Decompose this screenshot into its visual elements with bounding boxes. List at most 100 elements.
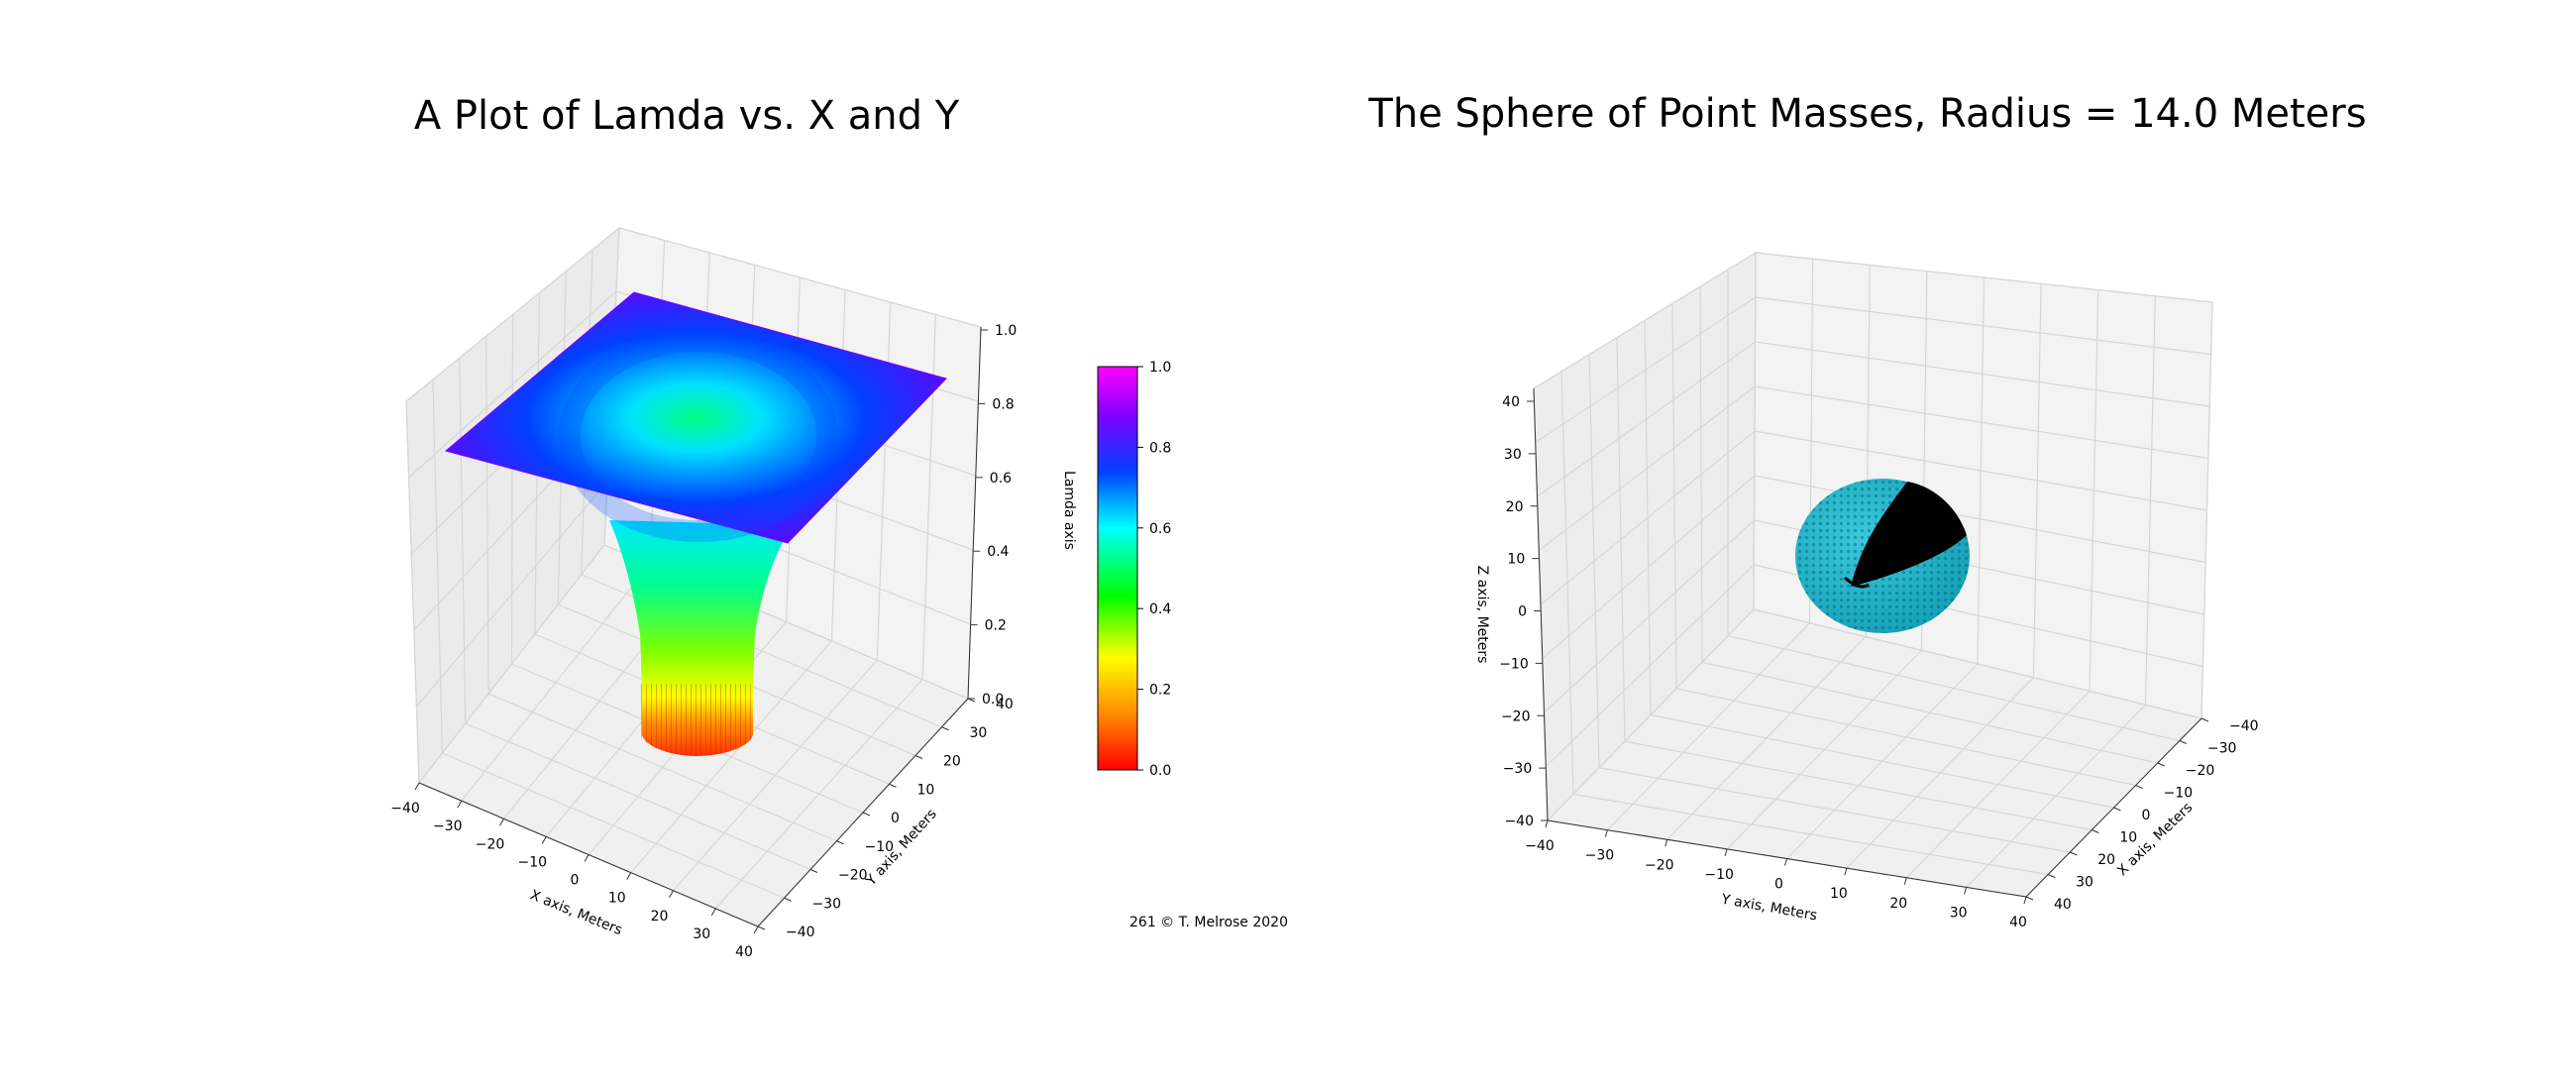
right-y-axis-line	[1547, 819, 2027, 898]
grid-line	[1538, 385, 1756, 551]
y-tick-mark	[914, 755, 923, 759]
right-z-ticks: −40 −30 −20 −10 0 10 20 30 40	[1499, 394, 1548, 829]
y-tick-mark	[941, 726, 949, 731]
x-tick-label: −20	[2186, 763, 2215, 779]
grid-line	[1544, 519, 1755, 713]
grid-line	[432, 380, 443, 754]
lamda-surface	[444, 291, 947, 756]
z-tick-label: 0.8	[992, 396, 1014, 412]
y-tick-label: 10	[1830, 886, 1848, 902]
y-tick-label: −40	[786, 925, 815, 940]
footer-note: 261 © T. Melrose 2020	[1129, 915, 1288, 930]
y-tick-mark	[1545, 819, 1549, 828]
y-tick-label: 10	[917, 782, 935, 798]
x-tick-mark	[710, 908, 716, 917]
surface-tube-stripes	[640, 684, 753, 756]
sphere-cutaway	[1851, 482, 1967, 587]
grid-line	[1754, 430, 2207, 511]
grid-line	[1701, 661, 2158, 764]
x-tick-label: −30	[433, 818, 463, 834]
grid-line	[1572, 793, 2049, 876]
grid-line	[1675, 688, 2136, 787]
x-tick-label: 20	[651, 909, 669, 925]
y-tick-label: −20	[838, 868, 868, 884]
grid-line	[1727, 635, 2181, 742]
x-tick-mark	[2157, 762, 2165, 767]
y-tick-label: 30	[1950, 905, 1968, 921]
x-tick-label: −10	[2164, 786, 2194, 802]
z-tick-label: 1.0	[995, 323, 1017, 339]
grid-line	[418, 544, 605, 784]
x-tick-label: −40	[2229, 718, 2259, 734]
grid-line	[415, 481, 608, 708]
left-z-axis-line	[967, 326, 982, 700]
x-tick-label: 40	[735, 944, 753, 960]
z-tick-label: −20	[1501, 708, 1531, 724]
colorbar-bar	[1097, 366, 1138, 771]
grid-line	[510, 314, 514, 665]
grid-line	[1755, 252, 2213, 303]
y-tick-label: 0	[891, 811, 900, 826]
right-z-axis-line	[1533, 387, 1549, 821]
y-tick-label: 20	[943, 754, 961, 770]
y-tick-mark	[1784, 858, 1787, 866]
y-tick-mark	[809, 869, 818, 873]
x-tick-mark	[2025, 896, 2034, 901]
z-tick-label: −40	[1504, 814, 1534, 829]
y-tick-mark	[2023, 896, 2027, 905]
x-tick-label: −10	[517, 854, 547, 870]
x-tick-mark	[669, 890, 674, 898]
x-tick-label: 0	[2142, 808, 2151, 823]
y-tick-label: 30	[970, 725, 988, 741]
z-tick-label: 0	[1518, 604, 1527, 620]
x-tick-label: −20	[476, 836, 505, 852]
z-tick-label: 0.4	[987, 544, 1009, 560]
grid-line	[876, 301, 892, 661]
left-z-ticks: 0.0 0.2 0.4 0.6 0.8 1.0	[968, 323, 1017, 708]
grid-line	[1547, 608, 1755, 821]
colorbar-tick-label: 0.2	[1149, 683, 1171, 699]
x-tick-label: −40	[390, 801, 420, 817]
grid-line	[1540, 430, 1756, 605]
left-y-axis-line	[757, 698, 969, 927]
x-tick-label: 30	[2076, 875, 2093, 891]
x-tick-mark	[2135, 785, 2143, 789]
left-x-ticks: −40 −30 −20 −10 0 10 20 30 40	[390, 782, 759, 960]
y-tick-mark	[1903, 877, 1907, 885]
x-tick-label: 30	[693, 926, 710, 942]
y-tick-label: −30	[1585, 848, 1615, 864]
x-tick-label: 10	[2119, 830, 2137, 846]
grid-line	[618, 227, 982, 328]
z-tick-label: −30	[1503, 761, 1533, 777]
grid-line	[1533, 252, 1757, 389]
grid-line	[1535, 296, 1757, 444]
y-tick-mark	[757, 926, 766, 930]
y-tick-label: −10	[865, 839, 895, 855]
x-tick-mark	[626, 872, 632, 880]
grid-line	[1650, 713, 2114, 809]
x-tick-label: −30	[2207, 741, 2237, 757]
z-tick-label: 0.6	[990, 471, 1012, 487]
grid-line	[1624, 740, 2093, 831]
x-tick-mark	[2092, 829, 2099, 833]
right-y-axis-label: Y axis, Meters	[1719, 892, 1818, 925]
right-z-axis-label: Z axis, Meters	[1474, 566, 1490, 664]
y-tick-mark	[1964, 887, 1968, 895]
y-tick-label: −10	[1704, 867, 1734, 883]
y-tick-label: 20	[1889, 896, 1907, 912]
sphere-cutaway-edge	[1843, 576, 1870, 589]
grid-line	[1598, 767, 2071, 853]
left-x-axis-line	[418, 782, 759, 927]
y-tick-label: 40	[2009, 915, 2027, 930]
x-tick-mark	[753, 926, 759, 934]
colorbar: 0.0 0.2 0.4 0.6 0.8 1.0	[1097, 360, 1171, 779]
surface-funnel-ring	[559, 330, 838, 542]
right-chart-title: The Sphere of Point Masses, Radius = 14.…	[1367, 91, 2366, 137]
left-y-ticks: −40 −30 −20 −10 0 10 20 30 40	[757, 697, 1014, 940]
right-y-ticks: −40 −30 −20 −10 0 10 20 30 40	[1525, 819, 2027, 930]
grid-line	[442, 752, 785, 899]
grid-line	[405, 227, 620, 402]
